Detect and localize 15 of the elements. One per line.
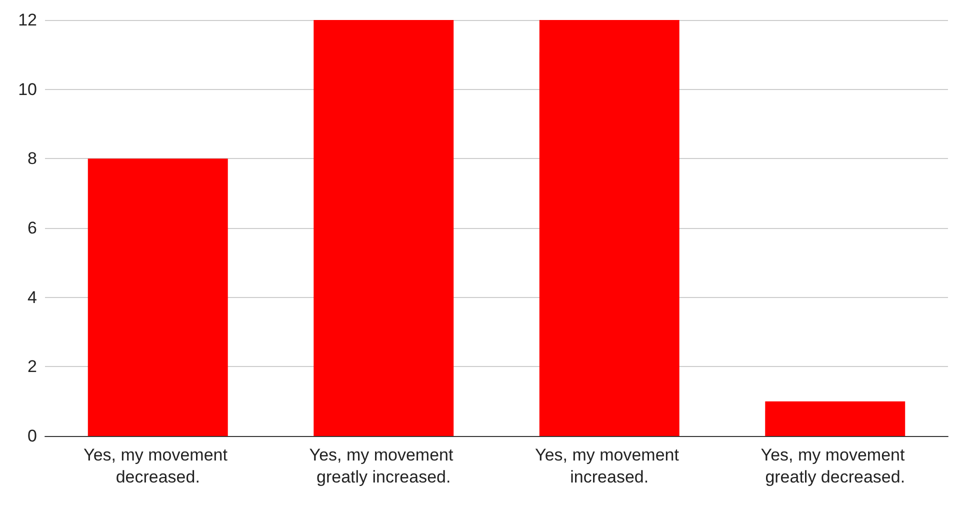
y-tick-label: 4 — [28, 288, 37, 307]
y-tick-label: 6 — [28, 218, 37, 238]
x-tick-label: Yes, my movement greatly increased. — [309, 446, 458, 486]
bar — [765, 401, 906, 436]
x-tick-label: Yes, my movement increased. — [535, 446, 684, 486]
y-tick-label: 2 — [28, 357, 37, 376]
y-tick-label: 0 — [28, 426, 37, 446]
bar — [88, 158, 228, 436]
y-tick-label: 10 — [18, 80, 37, 99]
y-tick-label: 8 — [28, 149, 37, 168]
bar — [314, 20, 454, 436]
x-tick-label: Yes, my movement decreased. — [84, 446, 232, 486]
y-tick-label: 12 — [18, 10, 37, 30]
bar — [539, 20, 680, 436]
x-tick-label: Yes, my movement greatly decreased. — [760, 446, 910, 486]
